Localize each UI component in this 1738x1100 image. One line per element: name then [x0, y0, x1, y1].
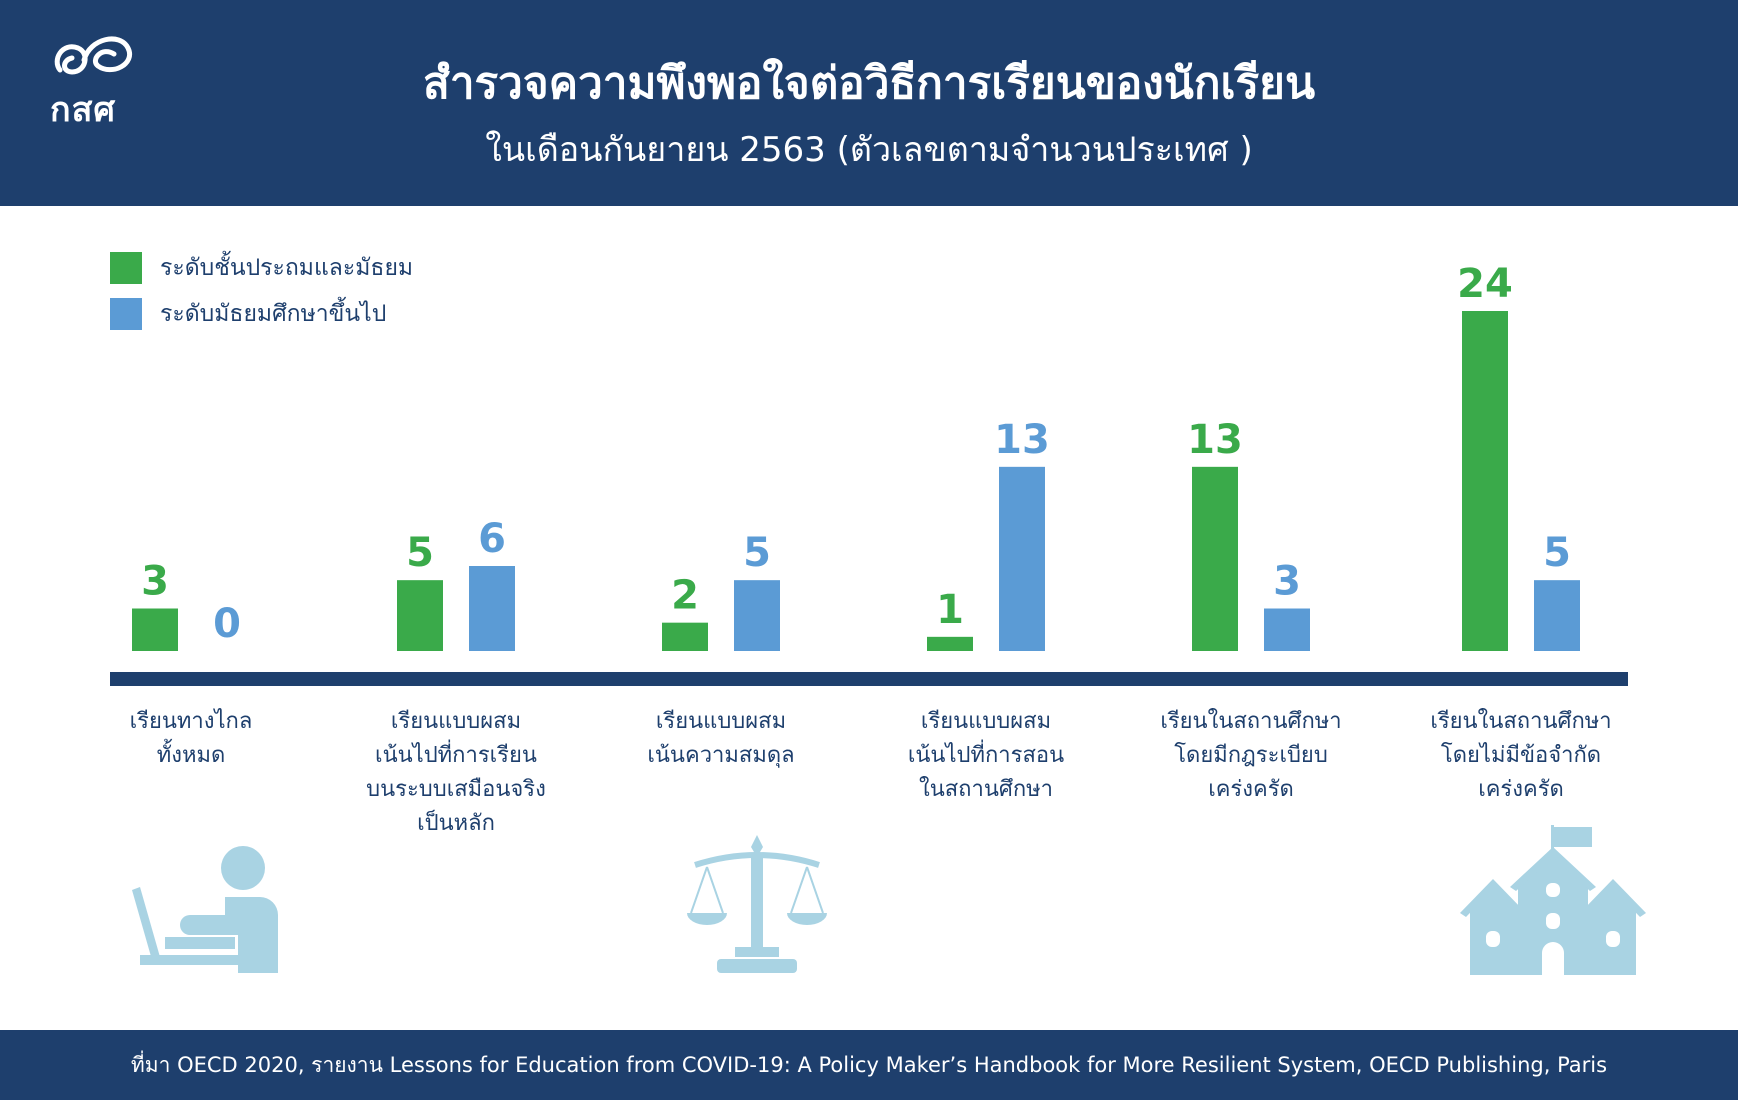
category-label-line: บนระบบเสมือนจริง [366, 777, 546, 802]
legend-item-primary: ระดับชั้นประถมและมัธยม [110, 252, 413, 284]
data-label: 2 [671, 573, 699, 619]
category-label: เรียนทางไกลทั้งหมด [71, 705, 311, 773]
legend-item-secondary: ระดับมัธยมศึกษาขึ้นไป [110, 298, 413, 330]
data-label: 0 [213, 601, 241, 647]
category-label-line: เคร่งครัด [1478, 777, 1564, 802]
category-label: เรียนแบบผสมเน้นไปที่การสอนในสถานศึกษา [866, 705, 1106, 807]
bar [999, 466, 1045, 651]
category-label: เรียนในสถานศึกษาโดยไม่มีข้อจำกัดเคร่งครั… [1401, 705, 1641, 807]
category-label-line: เคร่งครัด [1208, 777, 1294, 802]
category-label: เรียนแบบผสมเน้นความสมดุล [601, 705, 841, 773]
data-label: 24 [1457, 261, 1513, 307]
school-building-icon [1460, 825, 1646, 975]
laptop-person-icon [132, 846, 278, 973]
data-label: 3 [1273, 559, 1301, 605]
data-label: 13 [1187, 417, 1243, 463]
data-label: 3 [141, 559, 169, 605]
category-label-line: ในสถานศึกษา [918, 777, 1054, 802]
data-label: 1 [936, 587, 964, 633]
chart-title: สำรวจความพึงพอใจต่อวิธีการเรียนของนักเรี… [422, 58, 1316, 109]
bar [927, 636, 973, 651]
bar [662, 622, 708, 651]
bar [734, 580, 780, 651]
category-label-line: เรียนแบบผสม [655, 709, 787, 734]
data-label: 6 [478, 516, 506, 562]
bar [1462, 311, 1508, 651]
data-label: 5 [1543, 530, 1571, 576]
chart-subtitle: ในเดือนกันยายน 2563 (ตัวเลขตามจำนวนประเท… [485, 130, 1253, 170]
legend-swatch-green [110, 252, 142, 284]
bar [1534, 580, 1580, 651]
header-banner: กสศ สำรวจความพึงพอใจต่อวิธีการเรียนของนั… [0, 0, 1738, 206]
data-label: 5 [406, 530, 434, 576]
legend: ระดับชั้นประถมและมัธยม ระดับมัธยมศึกษาขึ… [110, 252, 413, 344]
legend-label: ระดับมัธยมศึกษาขึ้นไป [160, 301, 387, 327]
source-text: ที่มา OECD 2020, รายงาน Lessons for Educ… [130, 1053, 1608, 1077]
bar [1192, 466, 1238, 651]
category-label-line: เรียนแบบผสม [390, 709, 522, 734]
logo-mark-icon [54, 36, 133, 75]
source-footer: ที่มา OECD 2020, รายงาน Lessons for Educ… [0, 1030, 1738, 1100]
bar [469, 566, 515, 651]
bar [132, 608, 178, 651]
category-label-line: โดยมีกฎระเบียบ [1174, 743, 1328, 768]
category-label: เรียนในสถานศึกษาโดยมีกฎระเบียบเคร่งครัด [1131, 705, 1371, 807]
category-label-line: เรียนทางไกล [129, 709, 253, 734]
scales-icon [687, 835, 827, 973]
data-label: 5 [743, 530, 771, 576]
category-label-line: ทั้งหมด [156, 743, 226, 768]
legend-label: ระดับชั้นประถมและมัธยม [160, 255, 414, 281]
category-label-line: เรียนแบบผสม [920, 709, 1052, 734]
category-label-line: เป็นหลัก [417, 811, 495, 836]
data-label: 13 [994, 417, 1050, 463]
category-label-line: เรียนในสถานศึกษา [1430, 709, 1612, 734]
category-label-line: โดยไม่มีข้อจำกัด [1440, 743, 1602, 768]
bar [397, 580, 443, 651]
bar [1264, 608, 1310, 651]
legend-swatch-blue [110, 298, 142, 330]
category-label-line: เรียนในสถานศึกษา [1160, 709, 1342, 734]
category-label-line: เน้นความสมดุล [647, 743, 795, 768]
logo: กสศ [50, 30, 140, 130]
logo-text: กสศ [50, 90, 116, 130]
category-label-line: เน้นไปที่การเรียน [375, 743, 537, 768]
category-label: เรียนแบบผสมเน้นไปที่การเรียนบนระบบเสมือน… [336, 705, 576, 841]
x-axis-line [110, 672, 1628, 686]
category-label-line: เน้นไปที่การสอน [907, 743, 1065, 768]
